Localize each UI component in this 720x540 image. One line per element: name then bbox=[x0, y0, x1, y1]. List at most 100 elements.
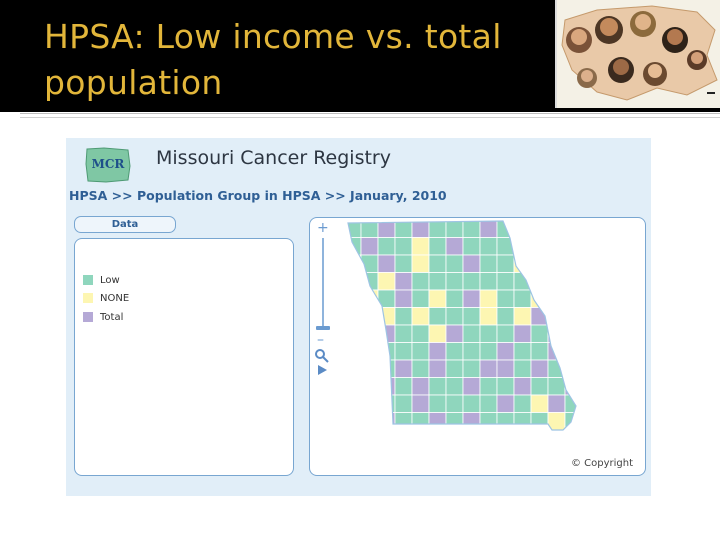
county-shape[interactable] bbox=[462, 342, 481, 361]
county-shape[interactable] bbox=[428, 377, 447, 396]
county-shape[interactable] bbox=[344, 254, 362, 273]
county-shape[interactable] bbox=[428, 289, 447, 308]
county-shape[interactable] bbox=[564, 324, 582, 343]
county-shape[interactable] bbox=[513, 394, 532, 413]
county-shape[interactable] bbox=[445, 359, 464, 378]
county-shape[interactable] bbox=[462, 272, 481, 291]
county-shape[interactable] bbox=[530, 324, 549, 343]
county-shape[interactable] bbox=[564, 307, 582, 326]
county-shape[interactable] bbox=[479, 377, 498, 396]
county-shape[interactable] bbox=[462, 289, 481, 308]
county-shape[interactable] bbox=[530, 394, 549, 413]
county-shape[interactable] bbox=[344, 342, 362, 361]
county-shape[interactable] bbox=[411, 377, 430, 396]
county-shape[interactable] bbox=[394, 359, 413, 378]
county-shape[interactable] bbox=[377, 289, 396, 308]
zoom-in-icon[interactable]: + bbox=[317, 220, 329, 236]
county-shape[interactable] bbox=[445, 254, 464, 273]
county-shape[interactable] bbox=[496, 254, 515, 273]
county-shape[interactable] bbox=[496, 272, 515, 291]
county-shape[interactable] bbox=[377, 254, 396, 273]
county-shape[interactable] bbox=[513, 377, 532, 396]
map-panel[interactable]: + – © Copyright bbox=[309, 217, 646, 476]
county-shape[interactable] bbox=[496, 342, 515, 361]
zoom-slider-thumb[interactable] bbox=[316, 326, 330, 330]
county-shape[interactable] bbox=[564, 289, 582, 308]
county-shape[interactable] bbox=[360, 289, 379, 308]
county-shape[interactable] bbox=[411, 342, 430, 361]
county-shape[interactable] bbox=[445, 412, 464, 431]
county-shape[interactable] bbox=[411, 412, 430, 431]
county-shape[interactable] bbox=[445, 220, 464, 238]
breadcrumb[interactable]: HPSA >> Population Group in HPSA >> Janu… bbox=[69, 188, 447, 203]
county-shape[interactable] bbox=[547, 394, 566, 413]
county-shape[interactable] bbox=[530, 412, 549, 431]
county-shape[interactable] bbox=[344, 377, 362, 396]
county-shape[interactable] bbox=[411, 307, 430, 326]
county-shape[interactable] bbox=[496, 324, 515, 343]
county-shape[interactable] bbox=[344, 412, 362, 431]
county-shape[interactable] bbox=[462, 237, 481, 256]
county-shape[interactable] bbox=[411, 359, 430, 378]
county-shape[interactable] bbox=[530, 237, 549, 256]
county-shape[interactable] bbox=[564, 272, 582, 291]
county-shape[interactable] bbox=[462, 377, 481, 396]
county-shape[interactable] bbox=[496, 359, 515, 378]
county-shape[interactable] bbox=[496, 394, 515, 413]
county-shape[interactable] bbox=[530, 220, 549, 238]
county-shape[interactable] bbox=[445, 394, 464, 413]
county-shape[interactable] bbox=[344, 359, 362, 378]
county-shape[interactable] bbox=[394, 254, 413, 273]
county-shape[interactable] bbox=[479, 254, 498, 273]
county-shape[interactable] bbox=[513, 220, 532, 238]
county-shape[interactable] bbox=[479, 220, 498, 238]
county-shape[interactable] bbox=[496, 220, 515, 238]
county-shape[interactable] bbox=[428, 220, 447, 238]
county-shape[interactable] bbox=[344, 394, 362, 413]
county-shape[interactable] bbox=[513, 237, 532, 256]
county-shape[interactable] bbox=[377, 359, 396, 378]
county-shape[interactable] bbox=[479, 324, 498, 343]
county-shape[interactable] bbox=[479, 237, 498, 256]
county-shape[interactable] bbox=[344, 237, 362, 256]
county-shape[interactable] bbox=[360, 237, 379, 256]
magnifier-icon[interactable] bbox=[314, 348, 330, 364]
county-shape[interactable] bbox=[530, 342, 549, 361]
county-shape[interactable] bbox=[445, 342, 464, 361]
county-shape[interactable] bbox=[513, 412, 532, 431]
county-shape[interactable] bbox=[462, 359, 481, 378]
county-shape[interactable] bbox=[394, 412, 413, 431]
county-shape[interactable] bbox=[513, 342, 532, 361]
county-shape[interactable] bbox=[479, 412, 498, 431]
county-shape[interactable] bbox=[479, 394, 498, 413]
county-shape[interactable] bbox=[394, 324, 413, 343]
county-shape[interactable] bbox=[462, 324, 481, 343]
county-shape[interactable] bbox=[411, 237, 430, 256]
county-shape[interactable] bbox=[496, 377, 515, 396]
county-shape[interactable] bbox=[547, 289, 566, 308]
county-shape[interactable] bbox=[360, 324, 379, 343]
county-shape[interactable] bbox=[360, 342, 379, 361]
county-shape[interactable] bbox=[428, 359, 447, 378]
county-shape[interactable] bbox=[377, 237, 396, 256]
county-shape[interactable] bbox=[360, 394, 379, 413]
county-shape[interactable] bbox=[428, 412, 447, 431]
county-shape[interactable] bbox=[547, 377, 566, 396]
county-shape[interactable] bbox=[428, 237, 447, 256]
county-shape[interactable] bbox=[564, 220, 582, 238]
county-shape[interactable] bbox=[462, 412, 481, 431]
county-shape[interactable] bbox=[547, 324, 566, 343]
county-shape[interactable] bbox=[445, 289, 464, 308]
county-shape[interactable] bbox=[479, 342, 498, 361]
county-shape[interactable] bbox=[479, 272, 498, 291]
county-shape[interactable] bbox=[564, 342, 582, 361]
county-shape[interactable] bbox=[344, 307, 362, 326]
county-shape[interactable] bbox=[394, 342, 413, 361]
county-shape[interactable] bbox=[445, 307, 464, 326]
county-shape[interactable] bbox=[479, 359, 498, 378]
county-shape[interactable] bbox=[394, 289, 413, 308]
county-shape[interactable] bbox=[513, 307, 532, 326]
county-shape[interactable] bbox=[530, 359, 549, 378]
county-shape[interactable] bbox=[496, 307, 515, 326]
county-shape[interactable] bbox=[445, 324, 464, 343]
